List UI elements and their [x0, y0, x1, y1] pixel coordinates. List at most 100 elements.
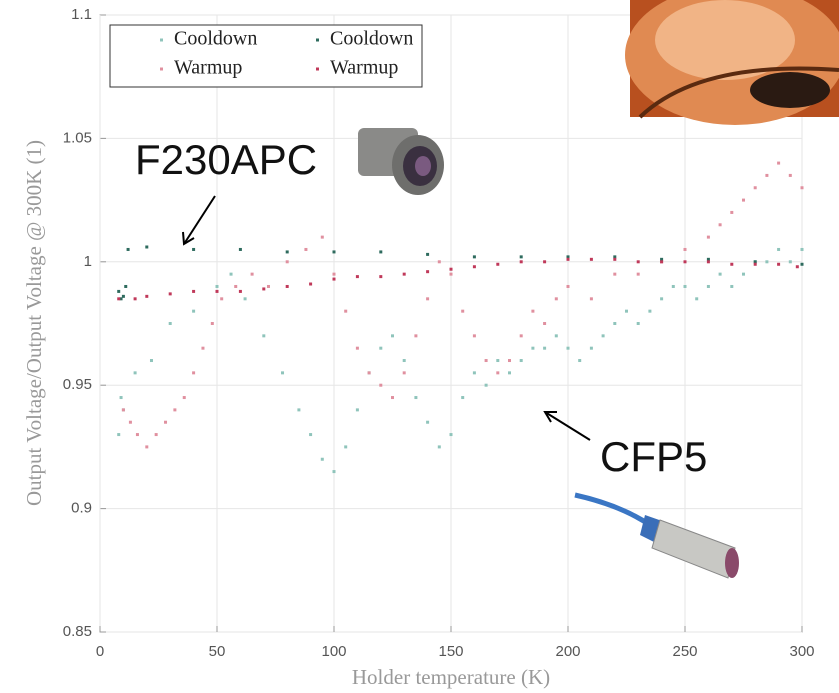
point	[683, 247, 687, 251]
point	[402, 272, 406, 276]
x-axis-label: Holder temperature (K)	[352, 665, 550, 689]
point	[648, 309, 652, 313]
point	[718, 223, 722, 227]
point	[437, 260, 441, 264]
point	[519, 255, 523, 259]
point	[285, 284, 289, 288]
x-tick-label: 0	[96, 643, 104, 660]
point	[449, 272, 453, 276]
point	[636, 260, 640, 264]
y-tick-label: 0.9	[71, 500, 92, 517]
point	[472, 334, 476, 338]
point	[461, 309, 465, 313]
point	[238, 289, 242, 293]
point	[201, 346, 205, 350]
photo-top-right	[625, 0, 839, 125]
point	[332, 272, 336, 276]
point	[332, 277, 336, 281]
y-tick-label: 0.95	[63, 376, 92, 393]
point	[472, 265, 476, 269]
point	[484, 383, 488, 387]
arrows	[182, 195, 591, 441]
legend-label: Warmup	[330, 57, 398, 79]
point	[234, 284, 238, 288]
point	[164, 420, 168, 424]
point	[238, 247, 242, 251]
point	[800, 247, 804, 251]
point	[519, 359, 523, 363]
legend-label: Warmup	[174, 57, 242, 79]
point	[613, 272, 617, 276]
point	[391, 334, 394, 338]
point	[367, 371, 371, 375]
point	[461, 396, 465, 400]
point	[730, 210, 734, 214]
y-tick-label: 1.05	[63, 129, 92, 146]
point	[262, 334, 266, 338]
point	[566, 257, 570, 261]
point	[285, 260, 289, 264]
point	[145, 245, 149, 249]
x-tick-label: 50	[209, 643, 226, 660]
point	[589, 346, 593, 350]
point	[508, 371, 511, 375]
point	[168, 322, 172, 325]
point	[706, 257, 710, 261]
point	[554, 297, 558, 301]
point	[742, 272, 745, 276]
point	[718, 272, 722, 276]
point	[126, 247, 130, 251]
x-tick-label: 250	[672, 643, 697, 660]
point	[173, 408, 177, 412]
point	[281, 371, 285, 375]
point	[414, 334, 418, 338]
photo-lens	[358, 128, 444, 195]
point	[660, 260, 664, 264]
legend-label: Cooldown	[330, 28, 413, 50]
point	[660, 257, 664, 261]
legend-label: Cooldown	[174, 28, 257, 50]
point	[168, 292, 172, 296]
point	[215, 289, 219, 293]
point	[589, 297, 593, 301]
point	[543, 322, 547, 325]
point	[519, 334, 523, 338]
point	[613, 255, 617, 259]
x-tick-label: 150	[438, 643, 463, 660]
point	[742, 198, 745, 202]
point	[566, 255, 570, 259]
point	[695, 297, 699, 301]
point	[426, 270, 430, 274]
point	[730, 262, 734, 266]
point	[578, 359, 582, 363]
point	[262, 287, 266, 291]
point	[777, 161, 781, 165]
point	[250, 272, 254, 276]
legend-marker	[160, 67, 163, 71]
point	[243, 297, 247, 301]
point	[402, 371, 406, 375]
point	[379, 383, 383, 387]
photo-sensor	[574, 492, 739, 579]
point	[777, 262, 781, 266]
point	[145, 294, 149, 298]
point	[332, 250, 336, 254]
point	[426, 420, 430, 424]
point	[601, 334, 605, 338]
point	[192, 247, 196, 251]
point	[344, 445, 348, 449]
point	[220, 297, 224, 301]
point	[496, 371, 500, 375]
point	[543, 260, 547, 264]
point	[706, 260, 710, 264]
point	[472, 371, 476, 375]
point	[683, 284, 687, 288]
point	[730, 284, 734, 288]
legend-entries: Cooldown Warmup Cooldown Warmup	[160, 28, 413, 79]
point	[402, 359, 406, 363]
point	[660, 297, 664, 301]
point	[133, 371, 137, 375]
point	[379, 346, 383, 350]
point	[344, 309, 348, 313]
point	[800, 186, 804, 190]
